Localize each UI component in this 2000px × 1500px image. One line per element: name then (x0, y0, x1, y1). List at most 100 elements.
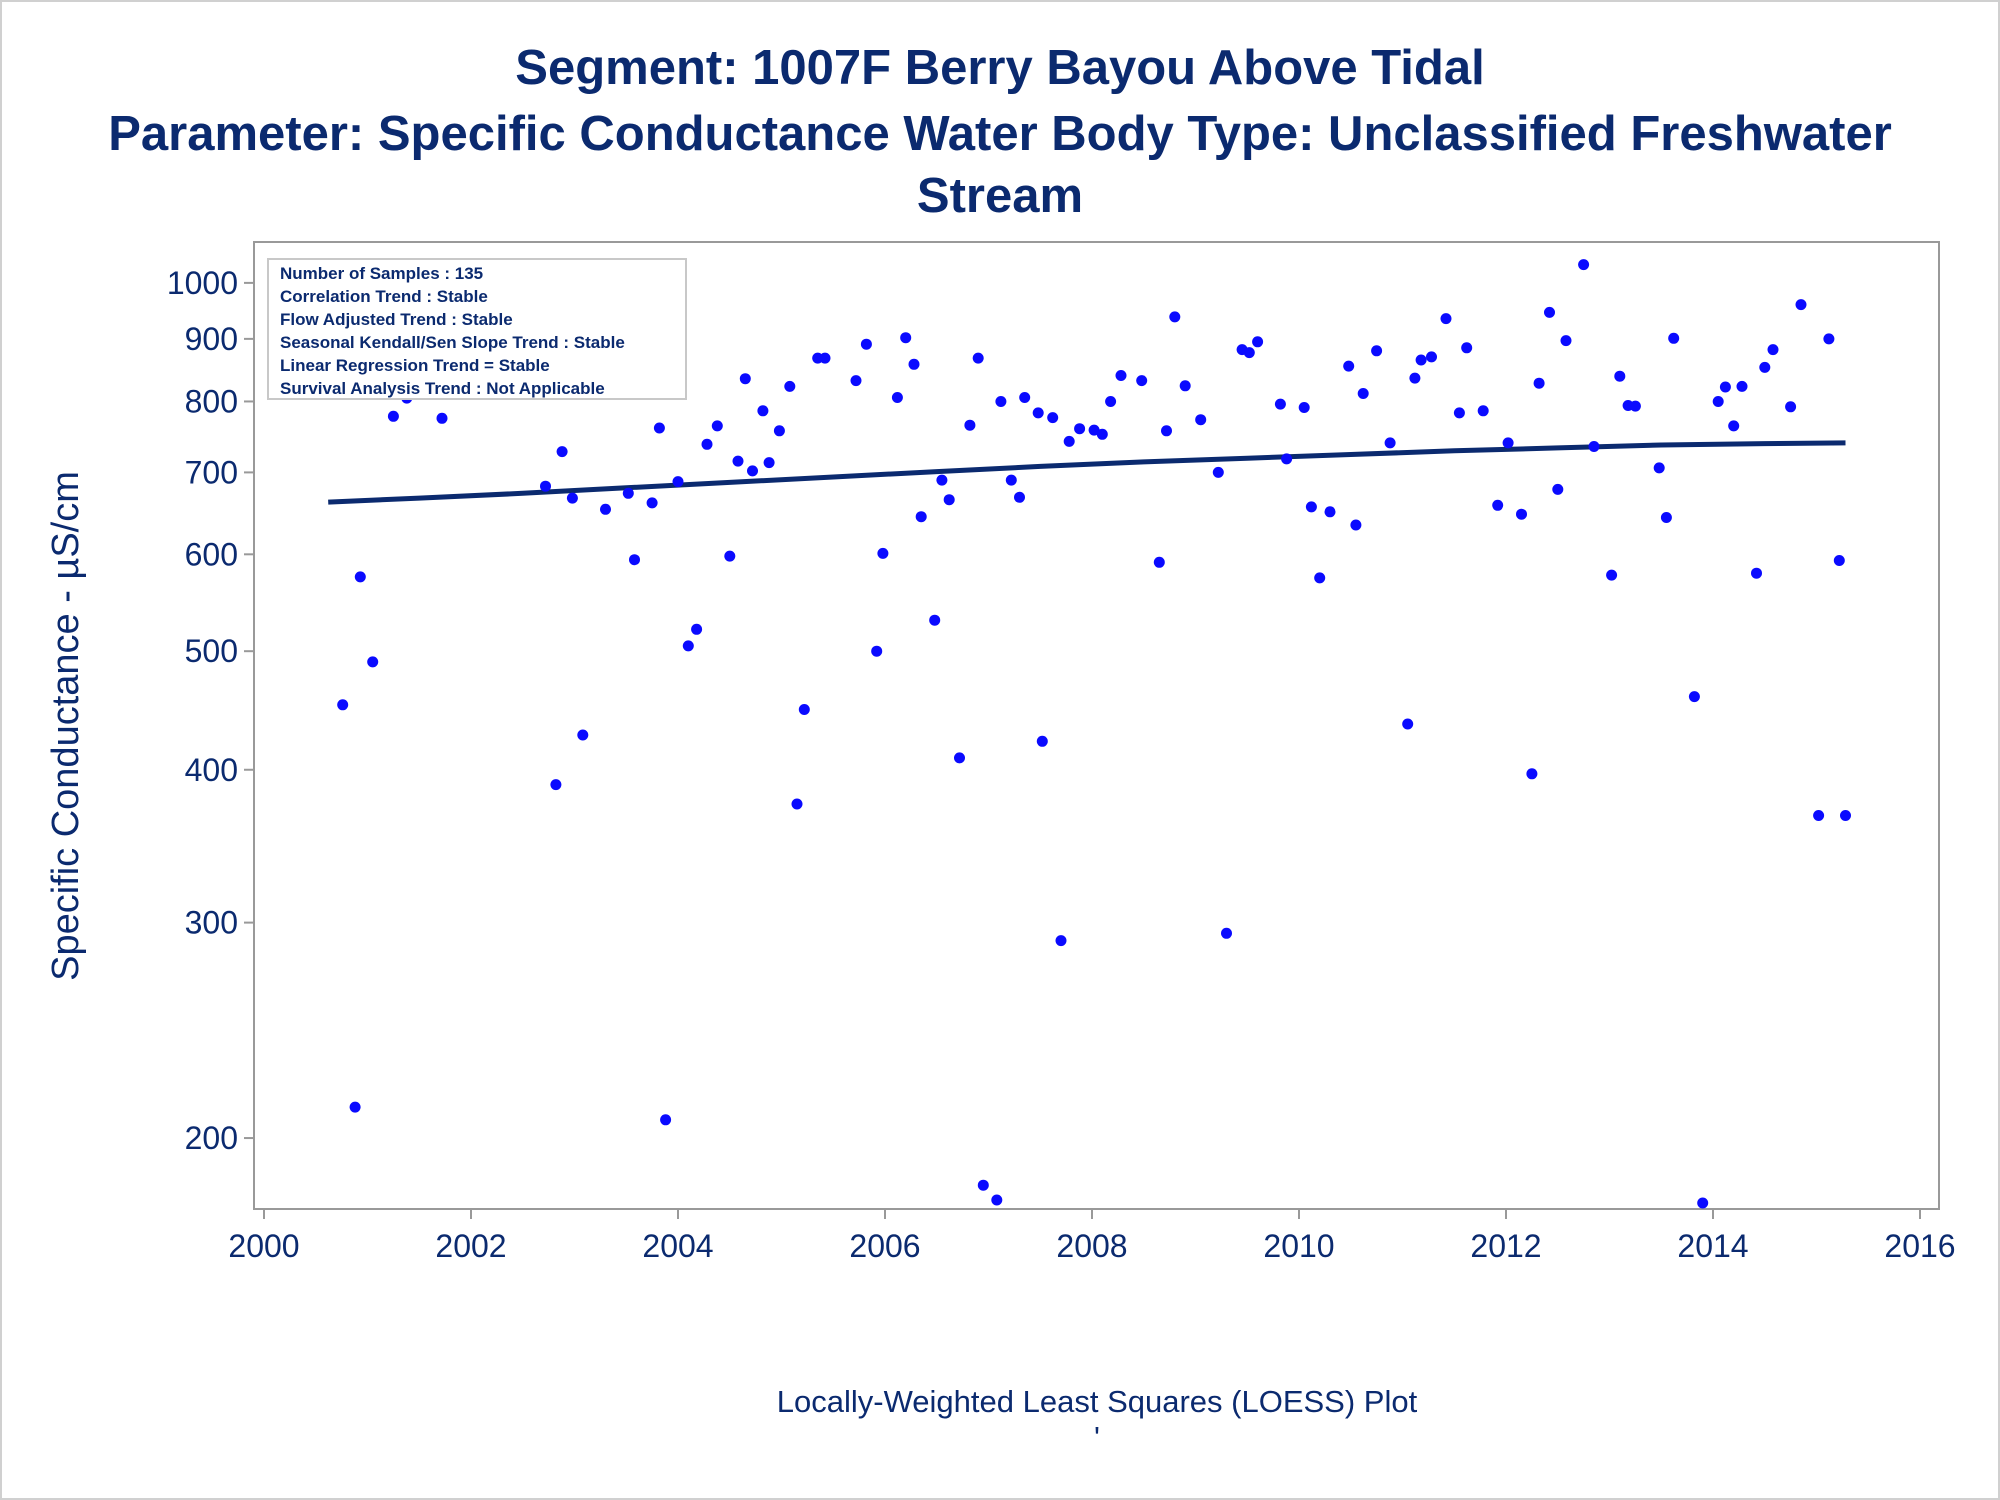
y-tick-label: 700 (185, 454, 238, 490)
footnote: Locally-Weighted Least Squares (LOESS) P… (777, 1384, 1418, 1419)
data-point (1063, 435, 1075, 447)
data-point (784, 380, 796, 392)
data-point (860, 338, 872, 350)
data-point (1840, 810, 1851, 821)
data-point (1461, 342, 1473, 354)
x-tick-label: 2016 (1884, 1228, 1955, 1264)
data-point (701, 438, 713, 450)
y-axis-label: Specific Conductance - µS/cm (45, 471, 87, 981)
data-point (1767, 344, 1779, 356)
data-point (908, 358, 920, 370)
data-point (1533, 377, 1545, 389)
data-point (1833, 555, 1845, 566)
data-point (1697, 1197, 1709, 1209)
y-tick-label: 600 (185, 536, 238, 572)
data-point (929, 614, 941, 626)
data-point (1281, 453, 1293, 465)
y-tick-label: 200 (185, 1120, 238, 1156)
y-tick-label: 800 (185, 383, 238, 419)
x-tick-label: 2004 (642, 1228, 713, 1264)
data-point (964, 419, 976, 431)
data-point (763, 457, 775, 469)
data-point (1728, 420, 1740, 432)
data-point (1660, 512, 1672, 523)
data-point (1074, 423, 1086, 435)
data-point (1560, 335, 1572, 347)
data-point (1823, 333, 1835, 345)
data-point (739, 373, 751, 385)
data-point (577, 729, 589, 741)
data-point (891, 392, 903, 403)
data-point (991, 1194, 1003, 1206)
data-point (672, 476, 684, 488)
data-point (871, 645, 883, 657)
data-point (1751, 567, 1762, 579)
data-point (600, 503, 611, 515)
data-point (915, 511, 927, 523)
data-point (566, 492, 578, 504)
data-point (757, 405, 769, 417)
data-point (1305, 501, 1317, 513)
data-point (732, 455, 744, 467)
data-point (1357, 388, 1369, 399)
stats-line: Correlation Trend : Stable (280, 287, 488, 306)
data-point (1578, 259, 1590, 271)
data-point (1426, 351, 1437, 363)
data-point (1588, 441, 1600, 452)
stats-box-border (267, 258, 687, 400)
y-tick-label: 1000 (167, 265, 238, 301)
x-tick-label: 2008 (1056, 1228, 1127, 1264)
x-tick-label: 2012 (1470, 1228, 1541, 1264)
data-point (1785, 401, 1797, 413)
data-point (1019, 392, 1031, 403)
data-point (1371, 345, 1383, 357)
chart-subtitle-line-1: Parameter: Specific Conductance Water Bo… (108, 107, 1892, 161)
data-point (724, 550, 736, 562)
data-point (1212, 466, 1224, 478)
data-point (995, 396, 1007, 407)
data-point (1036, 735, 1048, 747)
data-point (349, 1101, 361, 1113)
data-point (936, 474, 948, 486)
data-point (337, 699, 349, 711)
data-point (691, 623, 703, 635)
data-point (1195, 414, 1207, 426)
data-point (1161, 425, 1172, 437)
data-point (1014, 491, 1025, 503)
data-point (1653, 462, 1665, 474)
data-point (711, 420, 723, 432)
data-point (1324, 506, 1336, 518)
stats-line: Number of Samples : 135 (280, 264, 483, 283)
data-point (1136, 375, 1148, 387)
data-point (1668, 332, 1680, 344)
stats-line: Seasonal Kendall/Sen Slope Trend : Stabl… (280, 333, 625, 352)
data-point (682, 640, 694, 652)
data-point (1736, 380, 1748, 392)
data-point (1005, 474, 1017, 486)
data-point (972, 352, 984, 364)
x-tick-label: 2006 (849, 1228, 920, 1264)
data-point (653, 422, 665, 434)
data-point (1153, 556, 1165, 568)
data-point (1415, 354, 1427, 366)
data-point (660, 1114, 672, 1126)
data-point (1343, 360, 1355, 372)
data-point (622, 487, 634, 499)
x-tick-label: 2014 (1677, 1228, 1748, 1264)
trend-line (328, 440, 1846, 505)
data-point (1047, 412, 1059, 424)
data-point (436, 412, 448, 424)
data-point (1813, 810, 1825, 821)
x-tick-label: 2000 (228, 1228, 299, 1264)
data-point (1115, 370, 1127, 381)
data-point (1719, 381, 1731, 393)
stats-line: Linear Regression Trend = Stable (280, 356, 550, 375)
data-point (1795, 299, 1807, 311)
data-point (1314, 572, 1326, 584)
data-point (1502, 437, 1514, 449)
data-point (943, 494, 955, 506)
data-point (1274, 398, 1286, 410)
x-tick-label: 2002 (435, 1228, 506, 1264)
